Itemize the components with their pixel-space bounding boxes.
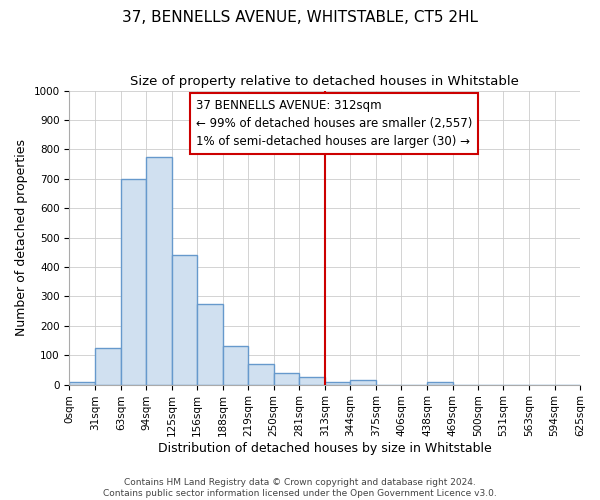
- Bar: [299, 377, 325, 384]
- X-axis label: Distribution of detached houses by size in Whitstable: Distribution of detached houses by size …: [158, 442, 491, 455]
- Bar: [427, 382, 452, 384]
- Title: Size of property relative to detached houses in Whitstable: Size of property relative to detached ho…: [130, 75, 519, 88]
- Bar: [70, 382, 95, 384]
- Bar: [146, 156, 172, 384]
- Bar: [95, 348, 121, 385]
- Bar: [172, 255, 197, 384]
- Bar: [121, 179, 146, 384]
- Text: 37 BENNELLS AVENUE: 312sqm
← 99% of detached houses are smaller (2,557)
1% of se: 37 BENNELLS AVENUE: 312sqm ← 99% of deta…: [196, 100, 472, 148]
- Bar: [274, 373, 299, 384]
- Bar: [223, 346, 248, 385]
- Bar: [248, 364, 274, 384]
- Text: 37, BENNELLS AVENUE, WHITSTABLE, CT5 2HL: 37, BENNELLS AVENUE, WHITSTABLE, CT5 2HL: [122, 10, 478, 25]
- Bar: [350, 380, 376, 384]
- Bar: [325, 382, 350, 384]
- Y-axis label: Number of detached properties: Number of detached properties: [15, 139, 28, 336]
- Text: Contains HM Land Registry data © Crown copyright and database right 2024.
Contai: Contains HM Land Registry data © Crown c…: [103, 478, 497, 498]
- Bar: [197, 304, 223, 384]
